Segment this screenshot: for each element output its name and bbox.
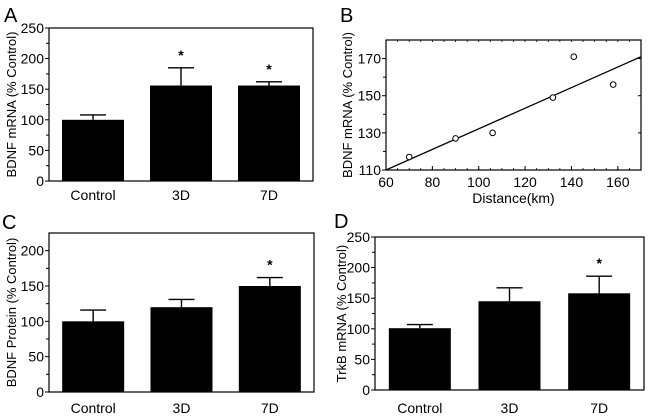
y-tick-label: 110 [359,162,382,178]
significance-marker: * [267,257,273,273]
y-tick-label: 100 [347,321,371,337]
category-label: Control [397,400,442,416]
bar [150,307,213,392]
x-tick-label: 120 [513,174,537,190]
y-axis-label: BDNF Protein (% Control) [4,238,19,388]
category-label: 3D [501,400,519,416]
y-tick-label: 250 [21,20,45,36]
panel-label: A [4,5,18,27]
bar [62,321,125,392]
x-tick-label: 100 [467,174,491,190]
y-tick-label: 150 [347,290,371,306]
y-axis-label: BDNF mRNA (% Control) [4,32,19,178]
y-tick-label: 150 [21,81,45,97]
y-tick-label: 150 [358,88,382,104]
plot-frame [385,39,642,171]
data-point [549,94,557,101]
bar [238,286,301,392]
bar [150,85,212,181]
data-point [489,129,496,137]
y-tick-label: 50 [28,349,44,365]
y-tick-label: 100 [21,313,45,329]
x-tick-label: 160 [606,174,630,190]
x-tick-label: 60 [378,174,394,190]
data-point [405,153,413,161]
y-tick-label: 130 [358,125,382,141]
category-label: 7D [260,187,278,203]
category-label: 3D [172,187,190,203]
regression-line [385,56,642,171]
category-label: Control [71,400,116,416]
bar [238,85,300,181]
data-point [609,81,617,88]
y-tick-label: 250 [347,229,371,245]
x-tick-label: 140 [560,174,584,190]
significance-marker: * [596,255,602,271]
y-tick-label: 0 [36,173,44,189]
bar [388,328,451,390]
y-tick-label: 170 [358,51,382,67]
y-tick-label: 50 [354,351,370,367]
y-tick-label: 200 [21,243,45,259]
panel-label: D [334,211,348,233]
y-tick-label: 200 [347,260,371,276]
y-tick-label: 200 [21,51,45,67]
y-axis-label: BDNF mRNA (% Control) [340,32,355,178]
x-tick-label: 80 [425,174,441,190]
significance-marker: * [178,47,184,63]
bar [478,301,541,390]
data-point [452,135,459,142]
y-tick-label: 0 [362,382,370,398]
y-tick-label: 0 [36,384,44,400]
y-tick-label: 50 [28,142,44,158]
y-axis-label: TrkB mRNA (% Control) [334,245,349,382]
significance-marker: * [266,61,272,77]
panel-label: C [2,212,16,234]
data-point [570,53,578,61]
category-label: 3D [173,400,191,416]
y-tick-label: 150 [21,278,45,294]
category-label: 7D [261,400,279,416]
bar [568,293,631,390]
bar [62,119,124,181]
y-tick-label: 100 [21,112,45,128]
category-label: Control [70,187,115,203]
x-axis-label: Distance(km) [472,190,554,206]
category-label: 7D [590,400,608,416]
panel-label: B [340,5,353,27]
